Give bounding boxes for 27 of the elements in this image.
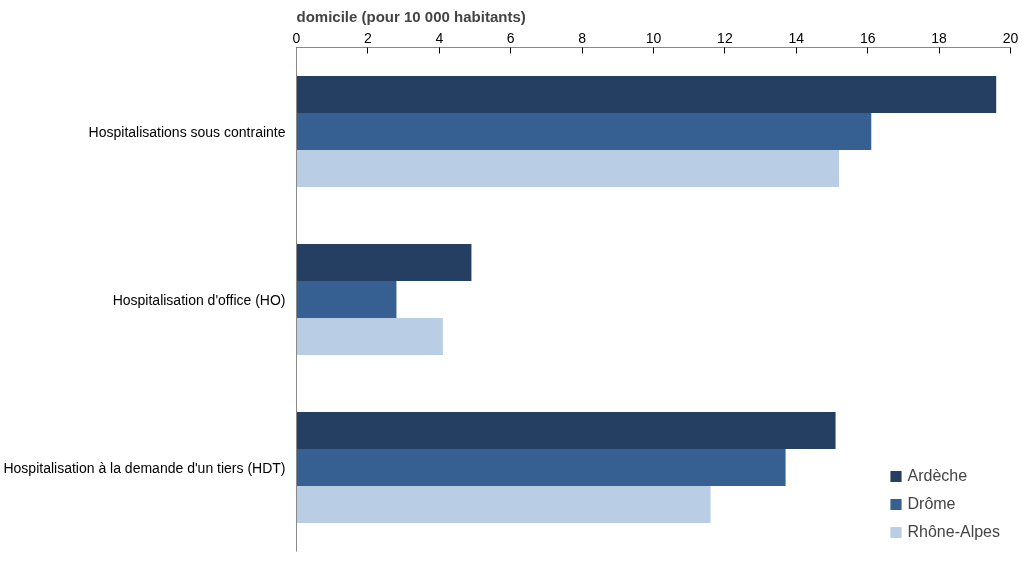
x-tick-label: 12 <box>717 29 733 46</box>
legend-label: Rhône-Alpes <box>907 523 1000 541</box>
chart-title: domicile (pour 10 000 habitants) <box>296 7 526 25</box>
x-tick-label: 10 <box>645 29 662 46</box>
x-tick-label: 2 <box>364 29 373 46</box>
bar <box>296 485 711 523</box>
bar <box>296 449 786 486</box>
bar <box>296 244 472 282</box>
x-tick-label: 16 <box>859 29 876 46</box>
bar <box>296 281 397 318</box>
bar <box>296 113 872 150</box>
legend-label: Ardèche <box>907 467 968 485</box>
bar <box>296 412 836 450</box>
legend-label: Drôme <box>907 495 956 513</box>
bar <box>296 76 997 114</box>
y-tick-label: Hospitalisations sous contrainte <box>88 123 286 140</box>
y-tick-label: Hospitalisation à la demande d'un tiers (HDT) <box>3 459 286 476</box>
x-tick-label: 20 <box>1002 29 1019 46</box>
x-tick-label: 6 <box>506 29 515 46</box>
x-tick-label: 18 <box>931 29 948 46</box>
x-tick-label: 4 <box>435 29 444 46</box>
x-tick-label: 14 <box>788 29 805 46</box>
x-tick-label: 8 <box>578 29 587 46</box>
bar <box>296 317 443 355</box>
x-tick-label: 0 <box>292 29 301 46</box>
bar <box>296 149 840 187</box>
y-tick-label: Hospitalisation d'office (HO) <box>112 291 286 308</box>
